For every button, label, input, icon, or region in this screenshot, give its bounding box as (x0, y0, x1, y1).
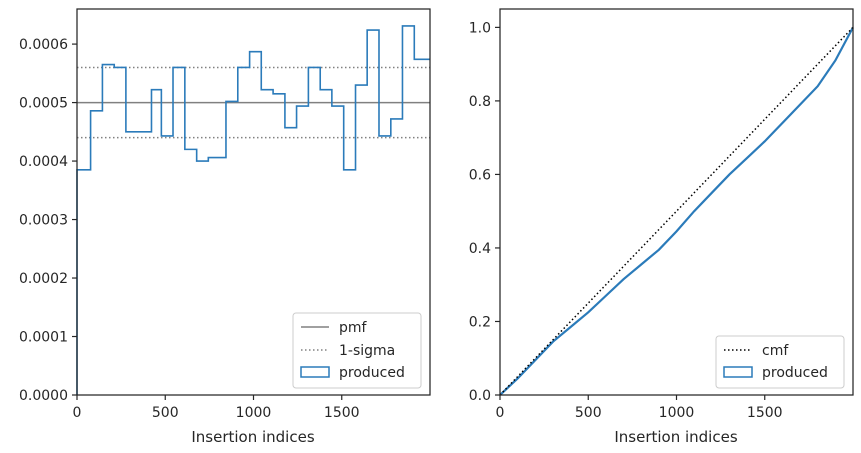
right-y-tick-label: 0.4 (469, 241, 491, 257)
right-x-tick-label: 1500 (747, 405, 783, 421)
right-legend: cmf produced (715, 335, 845, 389)
left-legend-box (292, 312, 422, 389)
right-x-ticks: 0 500 1000 1500 (496, 395, 783, 421)
right-y-ticks: 0.0 0.2 0.4 0.6 0.8 1.0 (469, 20, 500, 404)
left-x-ticks: 0 500 1000 1500 (73, 395, 360, 421)
cmf-series (499, 26, 854, 396)
left-y-tick-label: 0.0002 (19, 271, 68, 287)
left-x-tick-label: 0 (73, 405, 82, 421)
left-legend: pmf 1-sigma produced (292, 312, 422, 389)
legend-produced-swatch (723, 366, 753, 378)
right-y-tick-label: 0.0 (469, 388, 491, 404)
legend-cmf-label: cmf (762, 343, 789, 359)
produced-histogram-series (76, 25, 430, 395)
right-x-tick-label: 1000 (659, 405, 695, 421)
left-y-ticks: 0.0000 0.0001 0.0002 0.0003 0.0004 0.0005 0.00… (19, 37, 77, 404)
legend-produced-label: produced (339, 365, 405, 381)
right-legend-box (715, 335, 845, 389)
right-y-tick-label: 1.0 (469, 20, 491, 36)
right-x-axis-title: Insertion indices (614, 428, 737, 446)
left-y-tick-label: 0.0004 (19, 154, 68, 170)
legend-produced-swatch (300, 366, 330, 378)
right-x-tick-label: 500 (575, 405, 602, 421)
right-plot-area (499, 26, 854, 396)
left-y-tick-label: 0.0001 (19, 330, 68, 346)
left-x-tick-label: 1000 (236, 405, 272, 421)
legend-pmf-label: pmf (339, 320, 368, 336)
left-chart-panel: 0 500 1000 1500 0.00000.00010.00020.00030.0… (19, 8, 431, 446)
left-y-tick-label: 0.0005 (19, 96, 68, 112)
right-y-tick-label: 0.8 (469, 94, 491, 110)
right-y-tick-label: 0.2 (469, 314, 491, 330)
left-y-tick-label: 0.0006 (19, 37, 68, 53)
right-x-tick-label: 0 (496, 405, 505, 421)
left-y-tick-label: 0.0003 (19, 213, 68, 229)
legend-1-sigma-label: 1-sigma (339, 343, 395, 359)
produced-cdf-series (499, 26, 854, 396)
left-x-axis-title: Insertion indices (191, 428, 314, 446)
right-chart-panel: 0 500 1000 1500 0.0 0.2 0.4 0.6 0.8 1.0 Insertio… (469, 8, 854, 446)
right-y-tick-label: 0.6 (469, 167, 491, 183)
left-x-tick-label: 1500 (324, 405, 360, 421)
legend-produced-label: produced (762, 365, 828, 381)
left-plot-area (76, 25, 430, 395)
left-x-tick-label: 500 (152, 405, 179, 421)
left-y-tick-label: 0.0000 (19, 388, 68, 404)
